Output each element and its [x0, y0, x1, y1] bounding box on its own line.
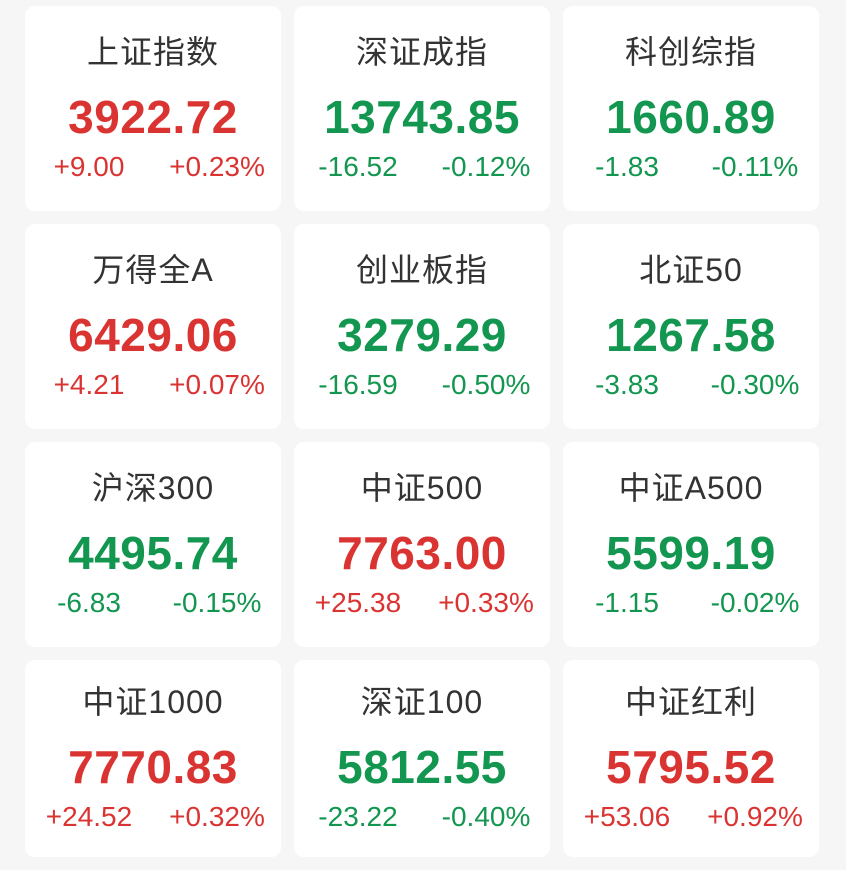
index-change: +4.21 — [53, 369, 125, 400]
index-card-csi1000[interactable]: 中证1000 7770.83 +24.52 +0.32% — [25, 660, 281, 857]
index-card-shenzhen-component[interactable]: 深证成指 13743.85 -16.52 -0.12% — [294, 6, 550, 211]
index-change-row: -1.83 -0.11% — [563, 153, 819, 181]
index-change-row: +9.00 +0.23% — [25, 153, 281, 181]
index-card-chinext[interactable]: 创业板指 3279.29 -16.59 -0.50% — [294, 224, 550, 429]
index-change-percent: +0.92% — [707, 801, 803, 832]
index-card-star-composite[interactable]: 科创综指 1660.89 -1.83 -0.11% — [563, 6, 819, 211]
index-change-percent: -0.12% — [441, 151, 531, 182]
index-name: 中证1000 — [82, 684, 224, 720]
index-name: 深证成指 — [355, 34, 488, 70]
index-change-percent: -0.11% — [711, 151, 799, 182]
index-change-percent: -0.40% — [441, 801, 531, 832]
index-change: -6.83 — [57, 587, 121, 618]
index-change: -1.15 — [595, 587, 659, 618]
index-value: 5812.55 — [337, 741, 507, 793]
index-change-row: +24.52 +0.32% — [25, 803, 281, 831]
index-change: +53.06 — [583, 801, 671, 832]
index-change-row: -6.83 -0.15% — [25, 589, 281, 617]
index-value: 1267.58 — [606, 309, 776, 361]
index-card-csi300[interactable]: 沪深300 4495.74 -6.83 -0.15% — [25, 442, 281, 647]
index-change-percent: +0.33% — [438, 587, 534, 618]
index-card-csi500[interactable]: 中证500 7763.00 +25.38 +0.33% — [294, 442, 550, 647]
index-value: 5795.52 — [606, 741, 776, 793]
index-change: -1.83 — [595, 151, 659, 182]
index-name: 科创综指 — [624, 34, 757, 70]
index-change-percent: -0.02% — [710, 587, 800, 618]
index-value: 7770.83 — [68, 741, 238, 793]
index-change-row: -16.52 -0.12% — [294, 153, 550, 181]
index-change: +24.52 — [45, 801, 133, 832]
index-value: 13743.85 — [324, 91, 520, 143]
index-card-sz100[interactable]: 深证100 5812.55 -23.22 -0.40% — [294, 660, 550, 857]
index-value: 5599.19 — [606, 527, 776, 579]
index-value: 3922.72 — [68, 91, 238, 143]
index-name: 深证100 — [360, 684, 484, 720]
index-name: 中证A500 — [618, 470, 764, 506]
index-value: 4495.74 — [68, 527, 238, 579]
index-change-percent: -0.30% — [710, 369, 800, 400]
index-change: +25.38 — [314, 587, 402, 618]
index-card-wind-all-a[interactable]: 万得全A 6429.06 +4.21 +0.07% — [25, 224, 281, 429]
index-name: 万得全A — [92, 252, 214, 288]
index-card-bse50[interactable]: 北证50 1267.58 -3.83 -0.30% — [563, 224, 819, 429]
index-name: 中证500 — [360, 470, 484, 506]
index-change: -16.59 — [318, 369, 398, 400]
index-name: 中证红利 — [624, 684, 757, 720]
index-change-row: -16.59 -0.50% — [294, 371, 550, 399]
index-value: 7763.00 — [337, 527, 507, 579]
index-change-row: -23.22 -0.40% — [294, 803, 550, 831]
index-value: 6429.06 — [68, 309, 238, 361]
index-card-csi-a500[interactable]: 中证A500 5599.19 -1.15 -0.02% — [563, 442, 819, 647]
index-change-percent: -0.50% — [441, 369, 531, 400]
index-change: -3.83 — [595, 369, 659, 400]
index-change-row: +4.21 +0.07% — [25, 371, 281, 399]
index-change: -16.52 — [318, 151, 398, 182]
index-card-shanghai-composite[interactable]: 上证指数 3922.72 +9.00 +0.23% — [25, 6, 281, 211]
index-change-percent: -0.15% — [172, 587, 262, 618]
index-card-csi-dividend[interactable]: 中证红利 5795.52 +53.06 +0.92% — [563, 660, 819, 857]
index-value: 3279.29 — [337, 309, 507, 361]
index-change-percent: +0.23% — [169, 151, 265, 182]
index-name: 北证50 — [639, 252, 743, 288]
index-change-percent: +0.07% — [169, 369, 265, 400]
index-change-row: -3.83 -0.30% — [563, 371, 819, 399]
index-change: +9.00 — [53, 151, 125, 182]
index-name: 创业板指 — [355, 252, 488, 288]
index-change-row: +53.06 +0.92% — [563, 803, 819, 831]
index-change-row: -1.15 -0.02% — [563, 589, 819, 617]
index-name: 上证指数 — [86, 34, 219, 70]
index-name: 沪深300 — [91, 470, 215, 506]
index-change-percent: +0.32% — [169, 801, 265, 832]
index-change: -23.22 — [318, 801, 398, 832]
index-value: 1660.89 — [606, 91, 776, 143]
index-change-row: +25.38 +0.33% — [294, 589, 550, 617]
